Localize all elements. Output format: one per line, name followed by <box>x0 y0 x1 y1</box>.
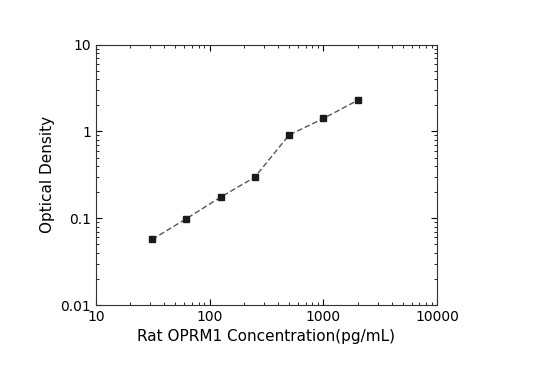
Y-axis label: Optical Density: Optical Density <box>40 116 55 233</box>
X-axis label: Rat OPRM1 Concentration(pg/mL): Rat OPRM1 Concentration(pg/mL) <box>138 330 395 344</box>
